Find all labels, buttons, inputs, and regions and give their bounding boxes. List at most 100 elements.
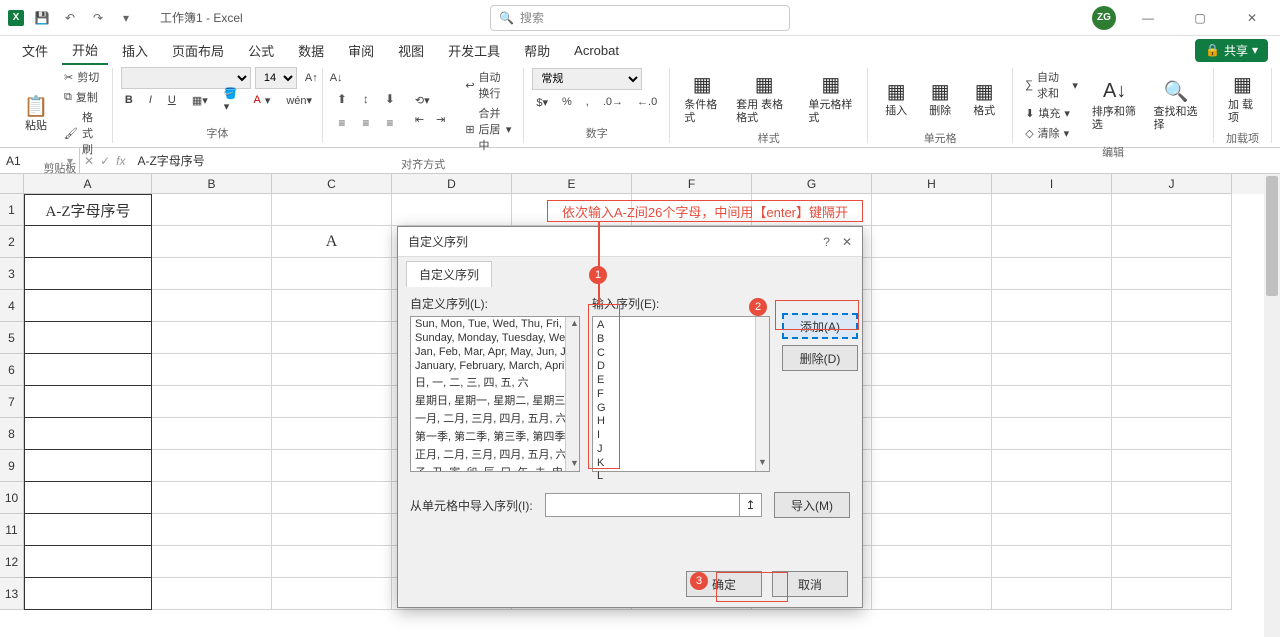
wrap-button[interactable]: ↩自动换行 [461, 68, 515, 102]
cell-H6[interactable] [872, 354, 992, 386]
cell-A3[interactable] [24, 258, 152, 290]
cell-J1[interactable] [1112, 194, 1232, 226]
format-cells-button[interactable]: ▦格式 [964, 68, 1004, 128]
range-picker-icon[interactable]: ↥ [739, 494, 761, 516]
currency-button[interactable]: $▾ [532, 95, 552, 110]
row-header-8[interactable]: 8 [0, 418, 24, 450]
cell-A2[interactable] [24, 226, 152, 258]
cell-C5[interactable] [272, 322, 392, 354]
vertical-scrollbar[interactable] [1264, 174, 1280, 637]
clear-button[interactable]: ◇ 清除 ▾ [1021, 124, 1082, 142]
cell-D1[interactable] [392, 194, 512, 226]
cell-B5[interactable] [152, 322, 272, 354]
cell-C8[interactable] [272, 418, 392, 450]
custom-lists-listbox[interactable]: Sun, Mon, Tue, Wed, Thu, Fri, SaSunday, … [410, 316, 580, 472]
tab-acrobat[interactable]: Acrobat [564, 39, 629, 62]
tab-home[interactable]: 开始 [62, 36, 108, 65]
fx-icon[interactable]: fx [116, 154, 125, 168]
dialog-title-bar[interactable]: 自定义序列 ? ✕ [398, 227, 862, 257]
user-avatar[interactable]: ZG [1092, 6, 1116, 30]
cell-C4[interactable] [272, 290, 392, 322]
inc-decimal[interactable]: .0→ [599, 95, 627, 109]
cell-A13[interactable] [24, 578, 152, 610]
cell-B11[interactable] [152, 514, 272, 546]
cell-B10[interactable] [152, 482, 272, 514]
cell-A10[interactable] [24, 482, 152, 514]
list-item[interactable]: Sun, Mon, Tue, Wed, Thu, Fri, Sa [411, 317, 579, 331]
cell-H11[interactable] [872, 514, 992, 546]
entries-scrollbar[interactable]: ▼ [755, 317, 769, 471]
align-top[interactable]: ⬆ [331, 88, 353, 110]
list-item[interactable]: Jan, Feb, Mar, Apr, May, Jun, Jul, [411, 345, 579, 359]
cell-C11[interactable] [272, 514, 392, 546]
list-item[interactable]: 日, 一, 二, 三, 四, 五, 六 [411, 373, 579, 391]
cell-H1[interactable] [872, 194, 992, 226]
close-icon[interactable]: ✕ [1232, 3, 1272, 33]
align-left[interactable]: ≡ [331, 112, 353, 134]
cell-J7[interactable] [1112, 386, 1232, 418]
tab-file[interactable]: 文件 [12, 37, 58, 64]
list-item[interactable]: 子, 丑, 寅, 卯, 辰, 巳, 午, 未, 申, 酉, [411, 463, 579, 472]
number-format-select[interactable]: 常规 [532, 68, 642, 90]
cell-C2[interactable]: A [272, 226, 392, 258]
col-header-D[interactable]: D [392, 174, 512, 194]
indent-inc[interactable]: ⇥ [432, 112, 449, 127]
cond-format-button[interactable]: ▦条件格式 [678, 68, 726, 128]
row-header-10[interactable]: 10 [0, 482, 24, 514]
row-header-9[interactable]: 9 [0, 450, 24, 482]
fill-button[interactable]: ⬇ 填充 ▾ [1021, 104, 1082, 122]
scrollbar-thumb[interactable] [1266, 176, 1278, 296]
cell-J2[interactable] [1112, 226, 1232, 258]
cell-A4[interactable] [24, 290, 152, 322]
paste-button[interactable]: 📋 粘贴 [16, 83, 56, 143]
cell-I2[interactable] [992, 226, 1112, 258]
cell-B4[interactable] [152, 290, 272, 322]
cell-A1[interactable]: A-Z字母序号 [24, 194, 152, 226]
cell-B8[interactable] [152, 418, 272, 450]
row-header-5[interactable]: 5 [0, 322, 24, 354]
row-header-2[interactable]: 2 [0, 226, 24, 258]
addin-button[interactable]: ▦加 载项 [1222, 68, 1263, 128]
row-header-1[interactable]: 1 [0, 194, 24, 226]
cell-J12[interactable] [1112, 546, 1232, 578]
tab-view[interactable]: 视图 [388, 37, 434, 64]
cell-I1[interactable] [992, 194, 1112, 226]
tab-insert[interactable]: 插入 [112, 37, 158, 64]
enter-formula-icon[interactable]: ✓ [100, 154, 110, 168]
cell-A12[interactable] [24, 546, 152, 578]
cell-I4[interactable] [992, 290, 1112, 322]
cell-C3[interactable] [272, 258, 392, 290]
cell-H3[interactable] [872, 258, 992, 290]
align-center[interactable]: ≡ [355, 112, 377, 134]
delete-cells-button[interactable]: ▦删除 [920, 68, 960, 128]
fill-color-button[interactable]: 🪣▾ [220, 86, 242, 114]
dialog-tab-custom[interactable]: 自定义序列 [406, 261, 492, 287]
cell-J8[interactable] [1112, 418, 1232, 450]
cell-B7[interactable] [152, 386, 272, 418]
cell-A7[interactable] [24, 386, 152, 418]
italic-button[interactable]: I [145, 93, 156, 107]
tab-data[interactable]: 数据 [288, 37, 334, 64]
tab-formulas[interactable]: 公式 [238, 37, 284, 64]
indent-dec[interactable]: ⇤ [411, 112, 428, 127]
align-right[interactable]: ≡ [379, 112, 401, 134]
cell-I8[interactable] [992, 418, 1112, 450]
cell-B2[interactable] [152, 226, 272, 258]
cell-B1[interactable] [152, 194, 272, 226]
delete-list-button[interactable]: 删除(D) [782, 345, 858, 371]
cell-J6[interactable] [1112, 354, 1232, 386]
list-item[interactable]: January, February, March, April, [411, 359, 579, 373]
cell-I12[interactable] [992, 546, 1112, 578]
copy-button[interactable]: ⧉复制 [60, 88, 104, 106]
row-header-12[interactable]: 12 [0, 546, 24, 578]
cell-I5[interactable] [992, 322, 1112, 354]
undo-icon[interactable]: ↶ [60, 8, 80, 28]
cell-H9[interactable] [872, 450, 992, 482]
list-item[interactable]: 正月, 二月, 三月, 四月, 五月, 六月, 一 [411, 445, 579, 463]
cell-J5[interactable] [1112, 322, 1232, 354]
share-button[interactable]: 🔒 共享 ▾ [1195, 39, 1268, 62]
cell-A9[interactable] [24, 450, 152, 482]
listbox-scrollbar[interactable]: ▲▼ [565, 317, 579, 471]
cell-style-button[interactable]: ▦单元格样式 [802, 68, 859, 128]
cell-C7[interactable] [272, 386, 392, 418]
